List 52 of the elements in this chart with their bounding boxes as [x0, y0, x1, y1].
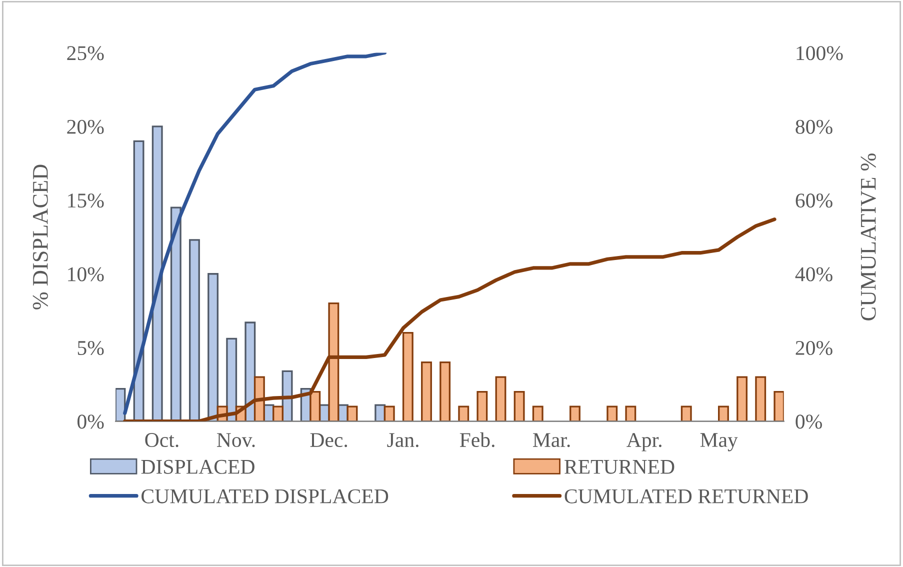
bar — [718, 406, 729, 422]
y-tick-label: 15% — [68, 194, 104, 208]
legend-label: RETURNED — [564, 460, 674, 474]
legend-label: CUMULATED DISPLACED — [142, 489, 388, 504]
y2-tick-label: 0% — [796, 414, 822, 429]
bar — [736, 376, 748, 422]
x-tick-label: Feb. — [460, 432, 494, 448]
y-tick-label: 10% — [68, 267, 104, 282]
y2-axis-title: CUMULATIVE % — [860, 154, 876, 320]
bar — [476, 390, 488, 422]
x-tick-label: Oct. — [145, 433, 178, 448]
bar — [208, 273, 219, 422]
bar — [625, 406, 636, 422]
bar — [133, 140, 144, 422]
bar — [152, 126, 163, 422]
bar — [774, 390, 784, 422]
bar — [421, 361, 432, 422]
y-tick-label: 0% — [77, 414, 104, 429]
bar — [755, 376, 766, 422]
x-tick-label: Dec. — [310, 433, 348, 448]
bar — [384, 406, 395, 422]
bar — [272, 406, 284, 422]
y-tick-label: 20% — [67, 120, 104, 134]
x-tick-label: Apr. — [626, 433, 662, 452]
y-tick-label: 25% — [67, 46, 104, 60]
line-series — [123, 218, 776, 422]
y2-tick-label: 100% — [796, 46, 843, 60]
x-tick-label: Mar. — [532, 433, 570, 448]
bar — [570, 406, 580, 422]
line-series — [123, 52, 387, 415]
y2-tick-label: 20% — [796, 340, 832, 356]
y2-tick-label: 60% — [796, 194, 832, 208]
y2-tick-label: 40% — [795, 267, 832, 282]
x-tick-label: Nov. — [216, 433, 255, 448]
legend-label: DISPLACED — [141, 460, 254, 474]
bar — [346, 406, 358, 422]
bar — [188, 239, 200, 422]
x-tick-label: Jan. — [387, 433, 418, 448]
bar — [495, 376, 506, 422]
bar — [440, 361, 451, 422]
legend-label: CUMULATED RETURNED — [564, 489, 808, 504]
y-axis-title: % DISPLACED — [32, 164, 48, 310]
y-tick-label: 5% — [78, 340, 104, 356]
bar — [606, 406, 618, 422]
bar — [514, 390, 525, 422]
bar — [680, 406, 692, 422]
x-tick-label: May — [700, 433, 738, 452]
bar — [226, 338, 238, 422]
y2-tick-label: 80% — [796, 120, 832, 134]
bar — [532, 406, 544, 422]
bar — [458, 406, 470, 422]
bar — [170, 206, 182, 422]
